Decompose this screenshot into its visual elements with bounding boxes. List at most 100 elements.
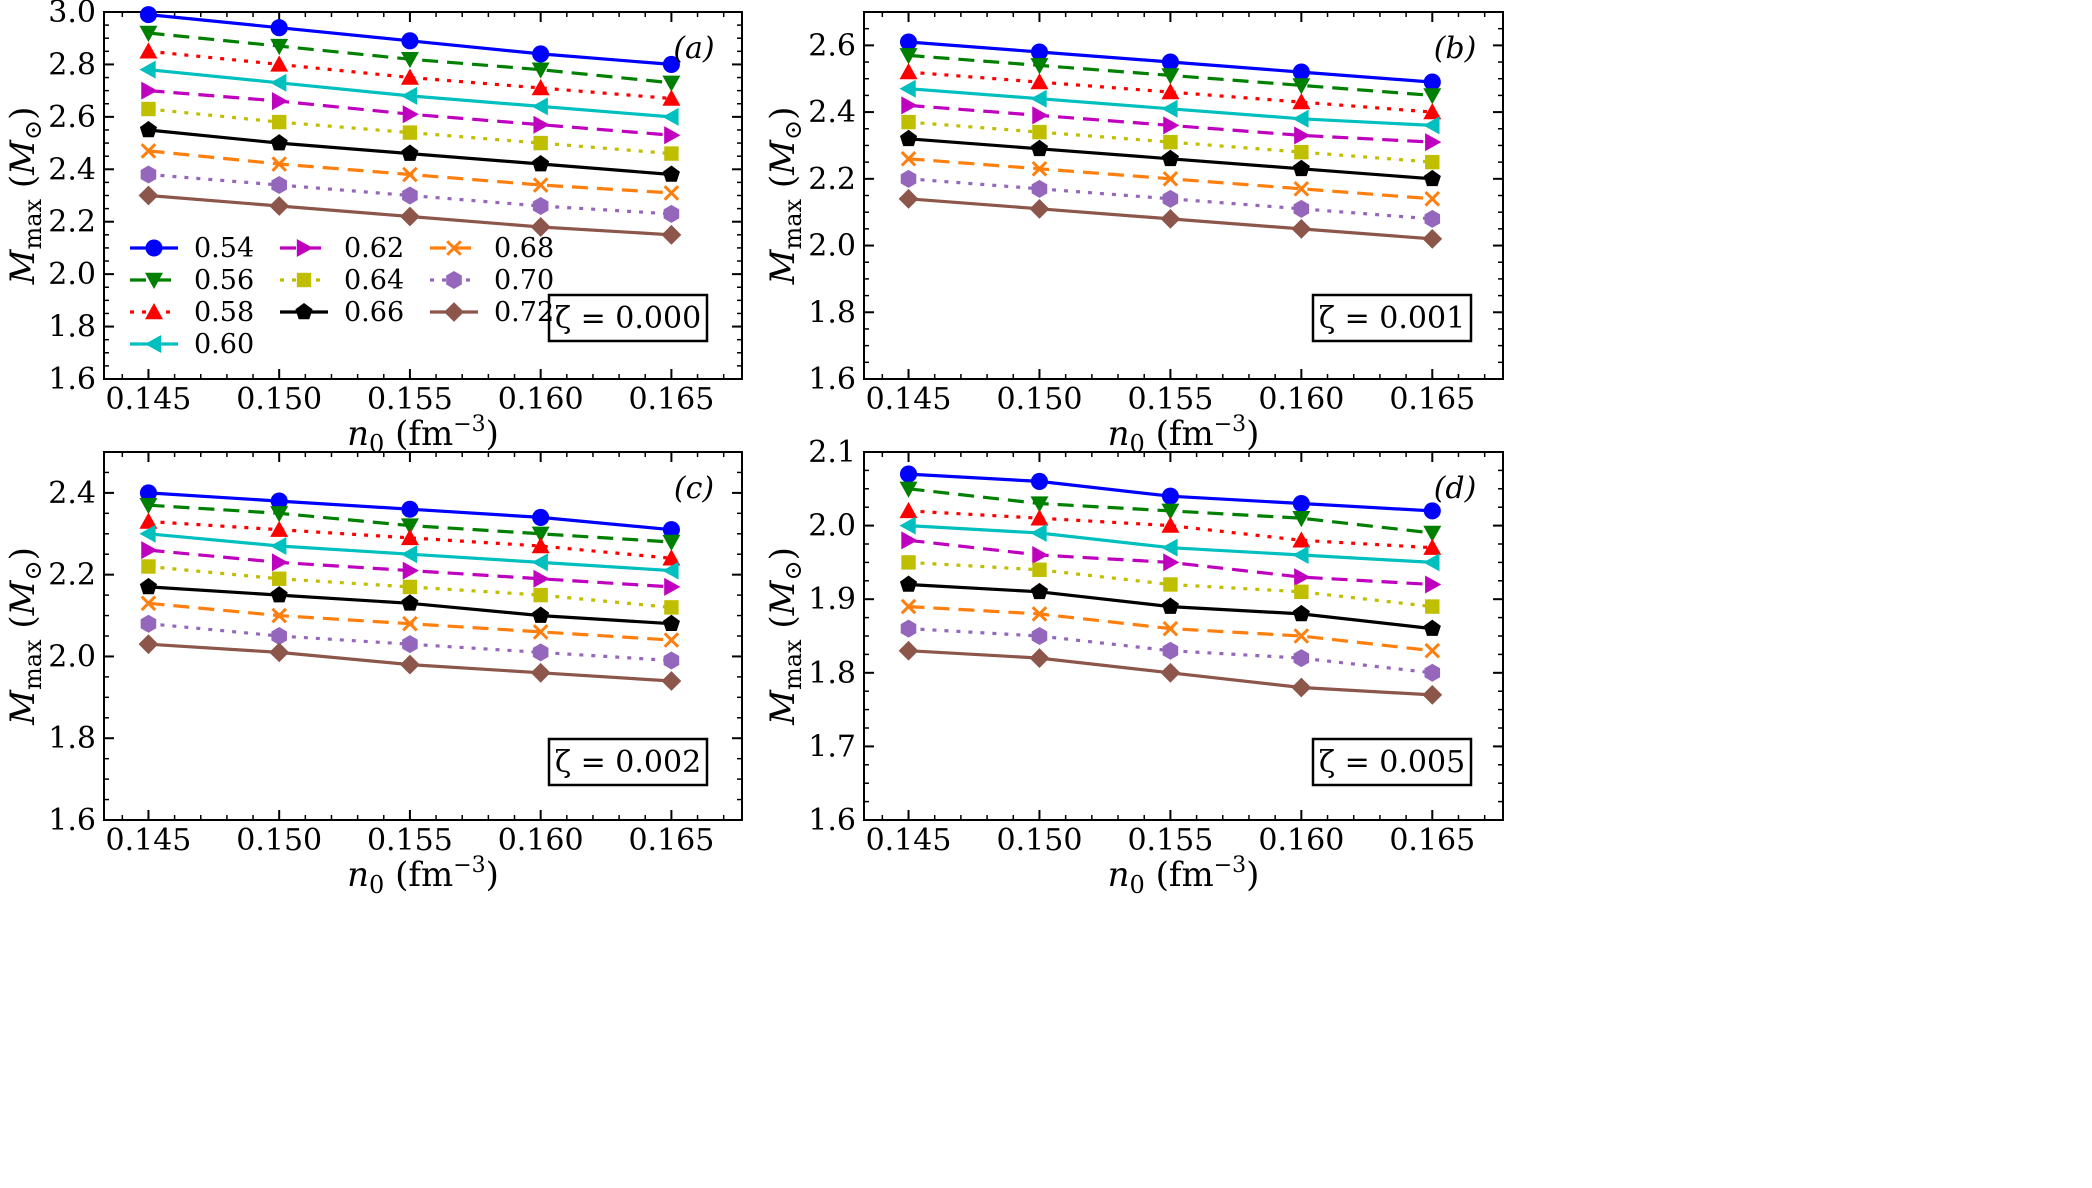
- legend-0.56-label: 0.56: [194, 265, 254, 296]
- panel-2-series-0.62-point: [664, 577, 681, 596]
- panel-1: 0.145 0.150 0.155 0.160 0.165 1.6 1.8 2.0 2.2 2.4…: [763, 11, 1504, 458]
- panel-1-series-0.60-point: [1161, 99, 1178, 118]
- panel-1-series-0.62-point: [1032, 106, 1049, 125]
- panel-2-series-0.70-point: [140, 614, 157, 633]
- panel-2-series-0.68-point: [271, 607, 287, 624]
- panel-2-y-axis-title: Mmax (M⊙): [3, 547, 47, 726]
- panel-1-y-tick-label: 1.8: [808, 295, 856, 330]
- panel-0-series-0.66-point: [532, 155, 550, 172]
- panel-2-series-0.68-point: [663, 632, 680, 648]
- panel-1-series-0.58-point: [1292, 93, 1311, 110]
- panel-1-series-0.54-point: [1423, 73, 1441, 91]
- panel-1-series-0.66-point: [1292, 159, 1310, 177]
- panel-0-y-tick-label: 2.2: [48, 205, 96, 240]
- panel-2-y-tick-label: 2.4: [48, 476, 96, 511]
- legend-0.64-label: 0.64: [344, 265, 404, 296]
- panel-1-series-0.68-point: [900, 150, 917, 167]
- panel-1-series-0.54-point: [899, 33, 918, 51]
- panel-0-label: (a): [673, 31, 714, 66]
- panel-3-y-axis-title: Mmax (M⊙): [763, 547, 807, 726]
- panel-2-series-0.60-point: [139, 524, 156, 543]
- panel-2-series-0.56-point: [662, 534, 681, 551]
- panel-1-series-0.68-point: [1293, 181, 1310, 197]
- panel-2-series-0.60-point: [662, 561, 679, 580]
- panel-0-series-0.58-line: [148, 49, 672, 101]
- panel-0-x-tick-label: 0.160: [498, 382, 584, 417]
- panel-2-y-tick-label: 1.8: [48, 721, 96, 756]
- panel-0-series-0.58-point: [662, 89, 681, 106]
- panel-3-series-0.54-point: [1030, 472, 1049, 490]
- panel-0-series-0.58-point: [139, 42, 158, 59]
- panel-1-series-0.56-point: [1292, 78, 1311, 95]
- panel-3-series-0.62-point: [1163, 553, 1180, 572]
- panel-3-series-0.54-point: [899, 465, 918, 483]
- panel-1-series-0.56-point: [899, 48, 918, 65]
- panel-3-y-tick-label: 2.1: [808, 435, 856, 470]
- panel-2-series-0.62-point: [141, 541, 158, 560]
- panel-0-x-axis-title: n0 (fm−3): [347, 412, 499, 458]
- legend: 0.540.560.580.60 0.620.640.66 0.680.700.72: [130, 233, 554, 360]
- legend-0.62-label: 0.62: [344, 233, 404, 264]
- panel-0-series-0.66-point: [139, 120, 158, 138]
- panel-1-series-0.58-point: [1423, 103, 1442, 120]
- panel-3-series-0.54-point: [1292, 494, 1310, 513]
- panel-0-series-0.64-point: [402, 125, 418, 140]
- panel-0-zeta-box: [547, 293, 709, 343]
- panel-3-x-tick-label: 0.165: [1389, 823, 1475, 858]
- panel-3-x-tick-label: 0.145: [866, 823, 952, 858]
- panel-0-series-0.72-point: [400, 206, 420, 227]
- panel-3-series-0.70-line: [908, 627, 1433, 675]
- panel-3-series-0.58-point: [899, 501, 918, 519]
- panel-2-x-tick-label: 0.145: [106, 823, 192, 858]
- panel-1-series-0.70-point: [1293, 199, 1310, 218]
- panel-3-y-tick-label: 1.8: [808, 656, 856, 691]
- panel-3-y-tick-label: 1.7: [808, 729, 856, 764]
- panel-3-series-0.72-point: [1029, 648, 1050, 668]
- legend-0.54-marker: [145, 239, 163, 257]
- panel-1-series-0.64-point: [1294, 144, 1309, 160]
- panel-0-series-0.66-point: [401, 144, 419, 161]
- panel-0-series-0.70-point: [532, 196, 549, 215]
- panel-0-series-0.60-point: [400, 86, 418, 105]
- panel-0-series-0.56-point: [270, 38, 289, 56]
- panel-3-series-0.58-point: [1161, 516, 1180, 533]
- panel-2-series-0.64-point: [141, 559, 156, 574]
- panel-0-series-0.54-point: [532, 45, 550, 63]
- panel-0-series-0.60-point: [270, 73, 287, 92]
- panel-0-series-0.70-line: [148, 172, 672, 216]
- panel-3-series-0.62-point: [1294, 568, 1311, 587]
- panel-3-series-0.70-point: [1293, 649, 1310, 668]
- panel-0-series-0.64-point: [664, 146, 679, 161]
- panel-2-series-0.72-point: [269, 642, 290, 663]
- panel-2-series-0.72-point: [400, 654, 420, 675]
- panel-3-series-0.68-point: [900, 598, 917, 615]
- panel-1-series-0.64-point: [1032, 124, 1047, 140]
- panel-2-series-0.70-line: [148, 622, 672, 663]
- panel-0-y-tick-label: 1.8: [48, 310, 96, 345]
- panel-3-y-tick-label: 1.6: [808, 803, 856, 838]
- panel-3-series-0.70-point: [1162, 641, 1179, 660]
- panel-0-series-0.54-point: [401, 32, 419, 50]
- panel-2-series-0.62-point: [402, 561, 419, 580]
- panel-0-series-0.64-point: [271, 114, 287, 130]
- panel-3-series-0.60-point: [899, 516, 916, 535]
- panel-0-x-tick-label: 0.165: [628, 382, 714, 417]
- panel-3-series-0.58-point: [1030, 509, 1049, 526]
- legend-0.62-marker: [296, 239, 313, 257]
- panel-0-series-0.54-point: [139, 6, 158, 24]
- panel-1-series-0.64-point: [1163, 134, 1178, 150]
- panel-1-series-0.68-point: [1162, 171, 1179, 187]
- panel-3-series-0.56-point: [1423, 525, 1442, 542]
- panel-2-series-0.64-point: [271, 571, 287, 586]
- panel-2-series-0.66-point: [270, 586, 288, 603]
- panel-1-series-0.58-line: [908, 70, 1433, 114]
- panel-3-series-0.68-point: [1424, 642, 1441, 659]
- panel-3-series-0.64-point: [1032, 562, 1047, 577]
- panel-1-series-0.54-point: [1161, 53, 1179, 71]
- legend-0.72-label: 0.72: [494, 297, 554, 328]
- panel-2-series-0.64-point: [533, 587, 548, 603]
- panel-1-series-0.62-point: [1163, 116, 1180, 135]
- panel-2-series-0.54-point: [532, 508, 550, 526]
- panel-0-series-0.70-point: [402, 186, 418, 205]
- panel-3-series-0.72-point: [898, 640, 919, 661]
